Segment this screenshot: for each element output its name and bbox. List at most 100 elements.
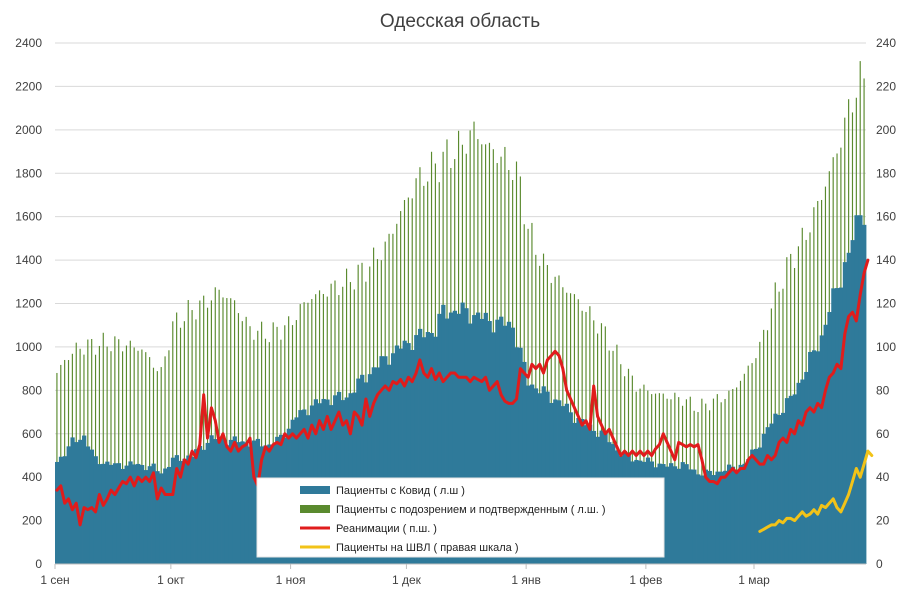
covid-bar [371, 367, 376, 564]
covid-bar [190, 456, 195, 564]
covid-bar [425, 332, 431, 564]
left-axis-tick: 1400 [15, 253, 42, 267]
suspected-bar [125, 345, 128, 564]
covid-bar [746, 459, 751, 564]
ventilation-line [758, 449, 874, 533]
covid-bar [70, 437, 75, 564]
covid-bar [217, 436, 222, 564]
covid-bar [854, 215, 859, 564]
covid-bar [862, 224, 867, 564]
covid-bar [769, 423, 774, 564]
suspected-bar [210, 300, 212, 564]
covid-bar [182, 458, 187, 564]
covid-bar [672, 466, 678, 564]
left-axis-tick: 2200 [15, 79, 42, 93]
suspected-bar [133, 347, 135, 564]
covid-bar [244, 442, 249, 564]
covid-bar [437, 313, 442, 564]
covid-bar [696, 474, 701, 564]
covid-bar [116, 463, 122, 564]
covid-bar [804, 371, 809, 564]
suspected-bar [137, 350, 139, 564]
covid-bar [174, 455, 179, 564]
covid-bar [398, 348, 403, 564]
covid-bar [808, 351, 813, 564]
x-axis-tick: 1 дек [392, 573, 422, 587]
covid-bar [472, 315, 477, 564]
covid-bar [85, 446, 91, 564]
covid-bar [819, 335, 824, 564]
covid-bar [495, 319, 500, 564]
covid-bar [170, 457, 176, 564]
covid-bar [692, 469, 697, 564]
suspected-bar [145, 352, 147, 564]
right-axis-tick: 240 [876, 36, 896, 50]
suspected-bar [230, 298, 232, 564]
suspected-bar [164, 356, 166, 564]
suspected-bar [237, 313, 240, 564]
covid-bar [356, 378, 361, 564]
covid-bar [120, 468, 125, 564]
covid-bar [665, 466, 670, 564]
covid-bar [487, 321, 492, 564]
axes: 0200400600800100012001400160018002000220… [15, 36, 896, 587]
covid-bar [375, 367, 380, 564]
covid-bar [445, 318, 450, 564]
covid-bar [510, 327, 515, 564]
covid-bar [730, 466, 736, 564]
covid-bar [224, 445, 230, 564]
covid-bar [815, 351, 821, 564]
covid-bar [97, 464, 102, 564]
covid-bar [429, 333, 434, 564]
covid-bar [151, 463, 156, 564]
covid-bar [699, 475, 705, 564]
covid-bar [406, 343, 411, 564]
covid-bar [715, 471, 720, 564]
covid-bar [680, 462, 685, 564]
covid-bar [777, 415, 782, 564]
covid-bar [248, 446, 253, 564]
covid-bar [858, 215, 863, 564]
covid-bar [514, 347, 519, 564]
covid-bar [784, 398, 790, 564]
covid-bar [823, 324, 828, 564]
covid-bar [394, 345, 400, 564]
x-axis-tick: 1 сен [40, 573, 69, 587]
covid-bar [754, 448, 759, 564]
suspected-bar [222, 297, 224, 564]
covid-bar [850, 240, 855, 564]
covid-bar [143, 470, 149, 564]
covid-bar [502, 325, 508, 564]
covid-bar [421, 337, 427, 564]
left-axis-tick: 600 [22, 427, 42, 441]
right-axis-tick: 180 [876, 166, 896, 180]
covid-bar [360, 374, 365, 564]
covid-bar [367, 374, 373, 564]
covid-bar [363, 382, 369, 564]
covid-bar [738, 464, 743, 564]
left-axis-tick: 1600 [15, 210, 42, 224]
covid-bar [166, 466, 172, 564]
right-axis-tick: 60 [876, 427, 890, 441]
legend-label-covid: Пациенты с Ковид ( л.ш ) [336, 485, 465, 497]
covid-bar [66, 446, 71, 564]
right-axis-tick: 140 [876, 253, 896, 267]
covid-bar [811, 350, 817, 564]
covid-bar [62, 456, 67, 564]
covid-bar [101, 463, 106, 564]
suspected-bar [156, 371, 158, 564]
covid-bar [387, 364, 392, 564]
covid-bar [781, 412, 786, 564]
covid-bar [240, 441, 245, 564]
covid-bar [236, 442, 241, 564]
suspected-bar [106, 346, 108, 564]
right-axis-tick: 0 [876, 557, 883, 571]
suspected-bar [183, 321, 185, 564]
covid-bar [383, 356, 388, 564]
covid-bar [201, 449, 207, 564]
left-axis-tick: 1200 [15, 297, 42, 311]
covid-bar [703, 469, 709, 564]
covid-bar [761, 433, 766, 564]
covid-bar [456, 313, 461, 564]
covid-bar [232, 436, 237, 564]
